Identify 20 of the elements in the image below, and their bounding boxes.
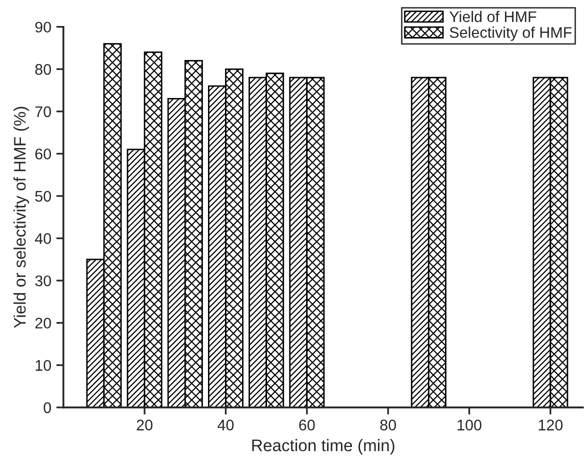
y-tick-label: 10: [36, 360, 51, 371]
x-tick-label: 40: [218, 420, 234, 430]
x-tick-label: 20: [136, 420, 152, 430]
y-tick-label: 70: [35, 106, 51, 118]
y-tick-label: 40: [34, 233, 51, 244]
x-tick-label: 120: [538, 420, 563, 430]
y-tick-label: 0: [44, 402, 51, 414]
y-tick-label: 60: [35, 148, 51, 160]
legend-label: Yield of HMF: [449, 10, 536, 22]
x-tick-label: 60: [299, 420, 315, 430]
y-tick-label: 30: [35, 275, 51, 286]
legend-label: Selectivity of HMF: [450, 26, 572, 41]
y-axis-title: Yield or selectivity of HMF (%): [14, 106, 30, 328]
y-tick-label: 90: [35, 22, 51, 33]
x-tick-label: 100: [458, 420, 482, 430]
y-tick-label: 50: [35, 190, 51, 202]
y-tick-label: 20: [35, 318, 51, 329]
x-axis-title: Reaction time (min): [252, 439, 394, 455]
x-tick-label: 80: [380, 420, 396, 430]
y-tick-label: 80: [35, 64, 51, 75]
